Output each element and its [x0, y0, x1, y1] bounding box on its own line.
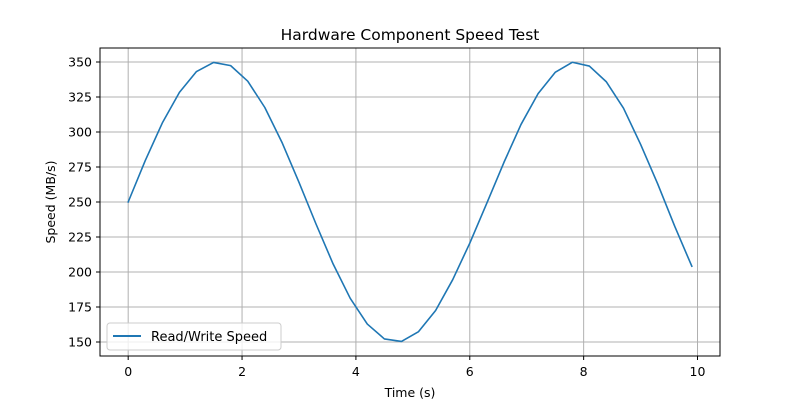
x-tick-label: 4	[352, 364, 360, 379]
y-tick-label: 150	[68, 335, 92, 350]
y-axis-label: Speed (MB/s)	[43, 161, 58, 244]
series-line-read-write-speed	[127, 61, 693, 343]
y-tick-label: 175	[68, 300, 92, 315]
x-tick-label: 0	[124, 364, 132, 379]
series-layer	[127, 61, 693, 343]
x-tick-label: 2	[238, 364, 246, 379]
y-tick-label: 275	[68, 160, 92, 175]
y-tick-label: 200	[68, 265, 92, 280]
legend-box	[106, 322, 282, 351]
x-axis-label: Time (s)	[384, 385, 436, 400]
chart-title: Hardware Component Speed Test	[281, 26, 540, 44]
y-tick-label: 325	[68, 90, 92, 105]
y-tick-label: 225	[68, 230, 92, 245]
legend: Read/Write Speed	[106, 322, 282, 351]
y-tick-label: 250	[68, 195, 92, 210]
y-tick-label: 300	[68, 125, 92, 140]
ticks: 0 2 4 6 8 10 150 175 200 225 250 275 300 325 350	[68, 55, 705, 380]
x-tick-label: 6	[466, 364, 474, 379]
x-tick-label: 10	[690, 364, 706, 379]
y-tick-label: 350	[68, 55, 92, 70]
x-tick-label: 8	[580, 364, 588, 379]
grid	[100, 48, 720, 356]
legend-label: Read/Write Speed	[151, 330, 267, 345]
